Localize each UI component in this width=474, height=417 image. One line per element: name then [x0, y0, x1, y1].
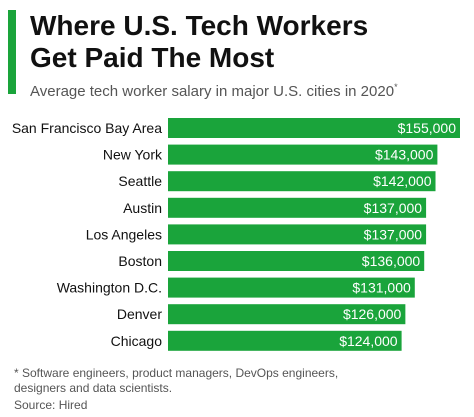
bar — [168, 197, 427, 218]
footnote: * Software engineers, product managers, … — [14, 366, 464, 396]
bar — [168, 330, 402, 351]
source: Source: Hired — [14, 398, 88, 412]
value-label: $131,000 — [352, 280, 411, 296]
category-label: Chicago — [111, 333, 163, 349]
value-label: $142,000 — [373, 173, 432, 189]
bar — [168, 251, 425, 271]
bar — [168, 171, 436, 192]
category-label: Los Angeles — [86, 226, 162, 242]
bar-chart: San Francisco Bay Area $155,000 New York $1… — [12, 118, 460, 351]
chart-title: Where U.S. Tech Workers Get Paid The Mos… — [30, 10, 369, 73]
category-label: Seattle — [118, 173, 162, 189]
footnote-text: * Software engineers, product managers, … — [14, 366, 339, 395]
value-label: $137,000 — [364, 200, 423, 216]
title-accent-bar — [8, 10, 16, 94]
category-label: Denver — [117, 306, 162, 322]
category-label: New York — [103, 147, 163, 163]
value-label: $155,000 — [398, 120, 457, 136]
category-label: San Francisco Bay Area — [12, 120, 162, 136]
value-label: $137,000 — [364, 226, 423, 242]
subtitle-text: Average tech worker salary in major U.S.… — [30, 83, 395, 100]
value-label: $126,000 — [343, 306, 402, 322]
category-label: Washington D.C. — [57, 280, 162, 296]
value-label: $143,000 — [375, 147, 434, 163]
value-label: $124,000 — [339, 333, 398, 349]
category-label: Boston — [118, 253, 162, 269]
category-label: Austin — [123, 200, 162, 216]
bar — [168, 144, 438, 165]
bar — [168, 277, 415, 298]
bar — [168, 118, 460, 138]
chart-subtitle: Average tech worker salary in major U.S.… — [30, 82, 470, 100]
bar — [168, 224, 427, 245]
bar — [168, 304, 406, 325]
value-label: $136,000 — [362, 253, 421, 269]
subtitle-footnote-marker: * — [394, 82, 398, 92]
